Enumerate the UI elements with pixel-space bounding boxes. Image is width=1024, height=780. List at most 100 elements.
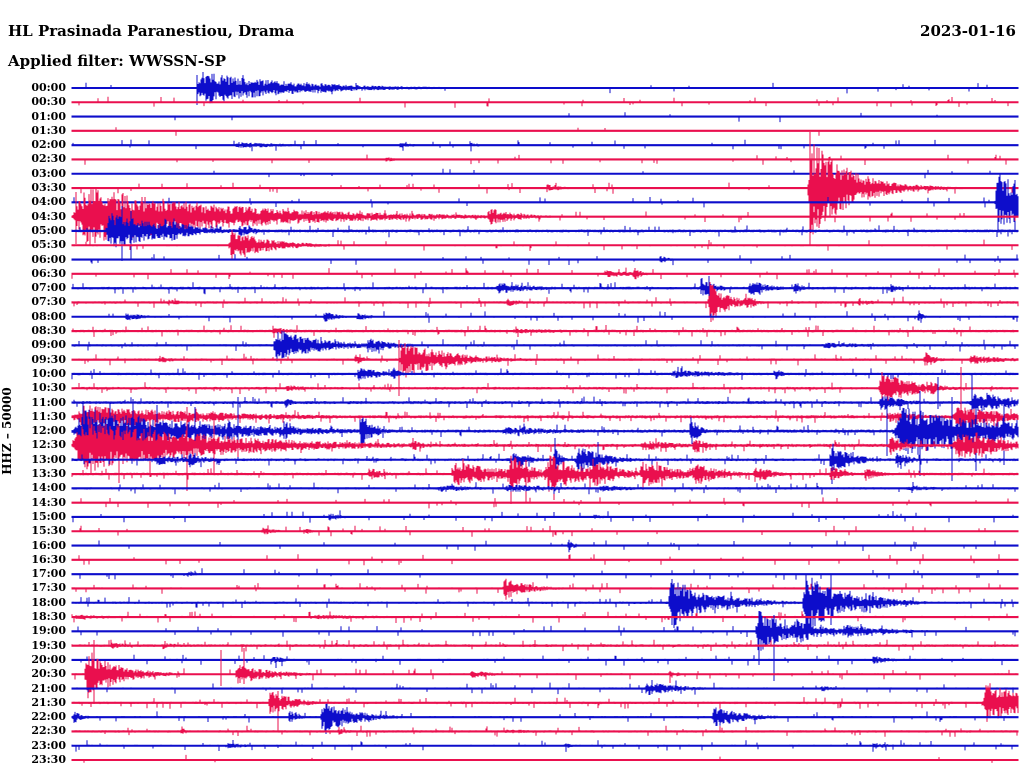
row-time-label: 15:00: [31, 509, 66, 523]
row-time-label: 19:30: [31, 638, 66, 652]
trace-row-23:30: [71, 754, 1019, 763]
trace-row-04:30: [71, 188, 1019, 245]
trace-row-20:00: [71, 654, 1019, 668]
row-time-label: 14:00: [31, 481, 66, 495]
row-time-label: 23:00: [31, 738, 66, 752]
trace-row-10:00: [71, 366, 1019, 381]
row-time-label: 07:00: [31, 281, 66, 295]
trace-row-00:00: [71, 72, 1019, 105]
row-time-label: 20:00: [31, 652, 66, 666]
row-time-label: 18:30: [31, 610, 66, 624]
station-title: HL Prasinada Paranestiou, Drama: [8, 22, 295, 40]
row-time-label: 14:30: [31, 495, 66, 509]
row-time-label: 11:30: [31, 409, 66, 423]
row-time-label: 06:30: [31, 266, 66, 280]
traces-group: [71, 72, 1019, 763]
row-time-label: 22:00: [31, 710, 66, 724]
trace-row-06:30: [71, 267, 1019, 280]
trace-row-12:30: [71, 407, 1019, 491]
row-time-label: 01:30: [31, 123, 66, 137]
row-time-label: 03:00: [31, 166, 66, 180]
trace-row-03:00: [71, 168, 1019, 179]
trace-row-15:30: [71, 525, 1019, 537]
row-time-label: 21:00: [31, 681, 66, 695]
row-time-label: 00:00: [31, 81, 66, 94]
trace-row-19:30: [71, 639, 1019, 652]
trace-row-11:00: [71, 373, 1019, 415]
trace-row-23:00: [71, 740, 1019, 752]
trace-row-02:00: [71, 139, 1019, 152]
row-time-label: 06:00: [31, 252, 66, 266]
row-time-label: 12:30: [31, 438, 66, 452]
row-time-label: 08:00: [31, 309, 66, 323]
row-time-label: 16:00: [31, 538, 66, 552]
row-time-label: 02:30: [31, 152, 66, 166]
row-time-label: 05:00: [31, 223, 66, 237]
trace-row-03:30: [71, 132, 1019, 246]
row-time-label: 02:00: [31, 138, 66, 152]
trace-row-05:00: [71, 206, 1019, 261]
date-label: 2023-01-16: [920, 22, 1016, 40]
trace-row-08:30: [71, 325, 1019, 338]
trace-row-01:00: [71, 112, 1019, 123]
trace-row-12:00: [71, 391, 1019, 481]
row-time-label: 19:00: [31, 624, 66, 638]
row-time-label: 03:30: [31, 181, 66, 195]
trace-row-21:30: [71, 683, 1019, 731]
trace-row-02:30: [71, 154, 1019, 165]
row-time-label: 13:00: [31, 452, 66, 466]
row-time-label: 00:30: [31, 95, 66, 109]
trace-row-18:00: [71, 574, 1019, 630]
trace-row-11:30: [71, 367, 1019, 429]
trace-row-08:00: [71, 310, 1019, 323]
row-time-label: 10:00: [31, 366, 66, 380]
row-time-label: 16:30: [31, 552, 66, 566]
row-time-label: 12:00: [31, 424, 66, 438]
trace-row-14:30: [71, 497, 1019, 509]
trace-row-13:30: [71, 455, 1019, 504]
row-time-label: 17:30: [31, 581, 66, 595]
trace-row-22:00: [71, 703, 1019, 734]
trace-row-09:30: [71, 340, 1019, 396]
row-time-label: 09:00: [31, 338, 66, 352]
row-time-label: 23:30: [31, 753, 66, 766]
trace-row-19:00: [71, 611, 1019, 681]
time-labels: 00:00 00:30 01:00 01:30 02:00 02:30 03:00 03:30…: [0, 0, 68, 780]
row-time-label: 08:30: [31, 324, 66, 338]
trace-row-18:30: [71, 611, 1019, 623]
trace-row-06:00: [71, 254, 1019, 266]
trace-row-16:30: [71, 554, 1019, 566]
trace-row-21:00: [71, 680, 1019, 695]
row-time-label: 10:30: [31, 381, 66, 395]
row-time-label: 18:00: [31, 595, 66, 609]
row-time-label: 17:00: [31, 567, 66, 581]
row-time-label: 07:30: [31, 295, 66, 309]
trace-row-05:30: [71, 230, 1019, 260]
row-time-label: 20:30: [31, 667, 66, 681]
trace-row-00:30: [71, 96, 1019, 108]
trace-row-22:30: [71, 725, 1019, 737]
row-time-label: 11:00: [31, 395, 66, 409]
row-time-label: 04:00: [31, 195, 66, 209]
trace-row-07:30: [71, 282, 1019, 322]
row-time-label: 09:30: [31, 352, 66, 366]
row-time-label: 21:30: [31, 695, 66, 709]
row-time-label: 22:30: [31, 724, 66, 738]
trace-row-16:00: [71, 539, 1019, 553]
trace-row-17:00: [71, 568, 1019, 580]
trace-row-20:30: [71, 640, 1019, 704]
trace-row-07:00: [71, 276, 1019, 298]
trace-row-15:00: [71, 510, 1019, 523]
row-time-label: 01:00: [31, 109, 66, 123]
trace-row-09:00: [71, 330, 1019, 362]
trace-row-10:30: [71, 372, 1019, 405]
row-time-label: 13:30: [31, 467, 66, 481]
trace-row-13:00: [71, 438, 1019, 484]
trace-row-14:00: [71, 482, 1019, 495]
trace-row-01:30: [71, 127, 1019, 136]
filter-label: Applied filter: WWSSN-SP: [8, 52, 227, 70]
row-time-label: 15:30: [31, 524, 66, 538]
row-time-label: 05:30: [31, 238, 66, 252]
